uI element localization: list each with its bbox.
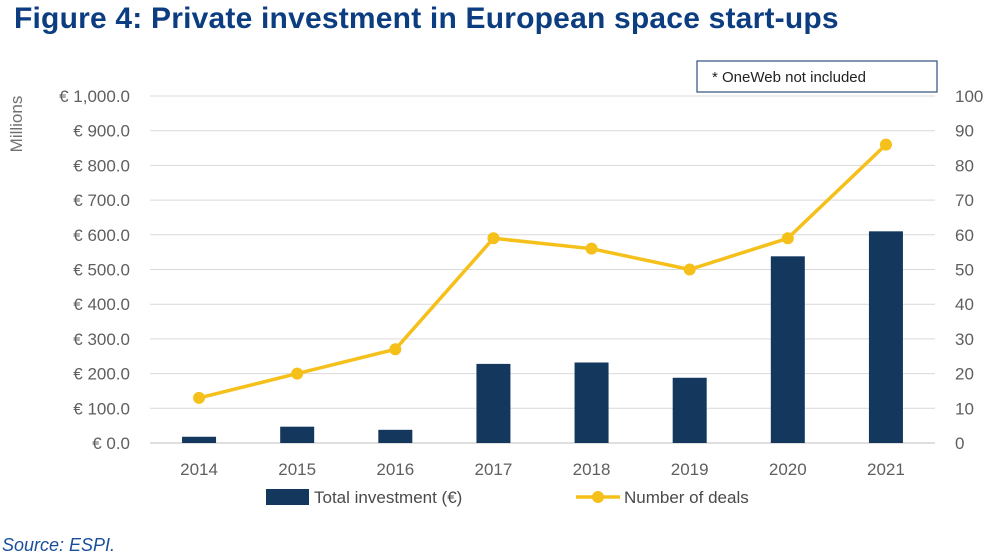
y2-tick-label: 80: [955, 156, 974, 175]
y2-tick-label: 90: [955, 122, 974, 141]
y-axis-right: 0 10 20 30 40 50 60 70 80 90 100: [955, 87, 983, 453]
x-tick-label: 2015: [278, 460, 316, 479]
bar-2020: [770, 256, 805, 443]
x-tick-label: 2021: [867, 460, 905, 479]
legend-swatch-bar: [266, 489, 309, 505]
y-tick-label: € 800.0: [73, 156, 130, 175]
annotation-box: * OneWeb not included: [696, 60, 938, 93]
y2-tick-label: 70: [955, 191, 974, 210]
deals-point-2018: [585, 242, 598, 255]
y-tick-label: € 1,000.0: [59, 87, 130, 106]
line-series: [193, 138, 892, 404]
y-axis-left: € 0.0 € 100.0 € 200.0 € 300.0 € 400.0 € 500.0…: [59, 87, 130, 453]
y2-tick-label: 50: [955, 261, 974, 280]
deals-point-2016: [389, 343, 402, 356]
y-tick-label: € 100.0: [73, 399, 130, 418]
deals-point-2015: [291, 367, 304, 380]
x-axis: 2014 2015 2016 2017 2018 2019 2020 2021: [180, 460, 905, 479]
y-tick-label: € 700.0: [73, 191, 130, 210]
annotation-border: [696, 60, 938, 93]
y2-tick-label: 60: [955, 226, 974, 245]
legend: Total investment (€) Number of deals: [266, 488, 749, 507]
x-tick-label: 2019: [671, 460, 709, 479]
deals-point-2014: [193, 391, 206, 404]
figure-title: Figure 4: Private investment in European…: [14, 2, 839, 35]
deals-point-2019: [683, 263, 696, 276]
bar-2019: [672, 377, 707, 443]
y-tick-label: € 300.0: [73, 330, 130, 349]
bar-2014: [182, 436, 217, 443]
legend-label-deals: Number of deals: [624, 488, 749, 507]
source-note: Source: ESPI.: [2, 535, 116, 555]
y2-tick-label: 40: [955, 295, 974, 314]
y2-tick-label: 30: [955, 330, 974, 349]
x-tick-label: 2014: [180, 460, 218, 479]
y2-tick-label: 0: [955, 434, 964, 453]
bar-2021: [868, 231, 903, 443]
deals-line: [198, 143, 888, 400]
bar-2017: [476, 363, 511, 443]
legend-label-investment: Total investment (€): [314, 488, 462, 507]
deals-point-2017: [487, 232, 500, 245]
x-tick-label: 2016: [376, 460, 414, 479]
x-tick-label: 2017: [475, 460, 513, 479]
y-tick-label: € 600.0: [73, 226, 130, 245]
bar-2015: [280, 426, 315, 443]
y-tick-label: € 200.0: [73, 365, 130, 384]
y-tick-label: € 900.0: [73, 122, 130, 141]
y-axis-title: Millions: [7, 96, 26, 153]
bar-2016: [378, 429, 413, 443]
y2-tick-label: 100: [955, 87, 983, 106]
y-tick-label: € 0.0: [92, 434, 130, 453]
bar-2018: [574, 362, 609, 443]
x-tick-label: 2020: [769, 460, 807, 479]
annotation-text: * OneWeb not included: [712, 69, 866, 86]
bar-series: [182, 231, 903, 443]
y2-tick-label: 10: [955, 399, 974, 418]
deals-point-2020: [781, 232, 794, 245]
y-tick-label: € 500.0: [73, 261, 130, 280]
legend-swatch-marker: [592, 491, 604, 503]
y-tick-label: € 400.0: [73, 295, 130, 314]
x-tick-label: 2018: [573, 460, 611, 479]
y2-tick-label: 20: [955, 365, 974, 384]
deals-point-2021: [879, 138, 892, 151]
gridlines: [150, 95, 935, 444]
